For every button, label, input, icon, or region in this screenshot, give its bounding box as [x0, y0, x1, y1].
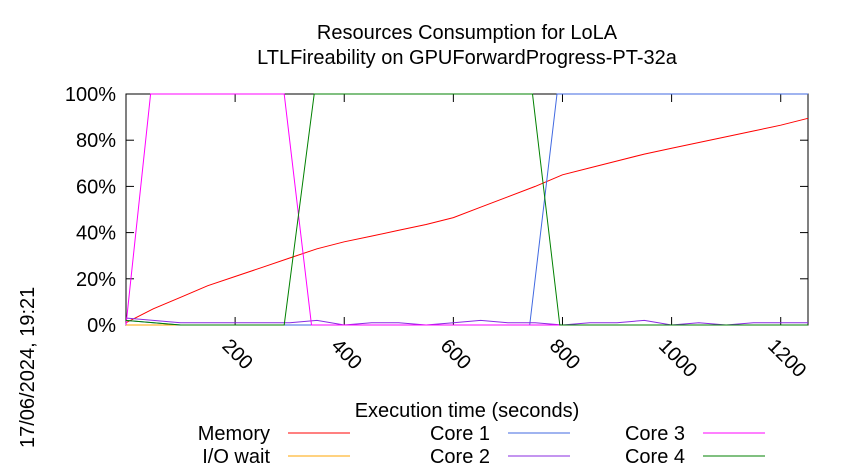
series-line-core-3 — [125, 93, 808, 326]
y-tick-label: 20% — [76, 269, 116, 291]
x-tick-label: 600 — [436, 335, 475, 374]
series-lines — [125, 93, 809, 326]
legend-label: Memory — [198, 423, 270, 445]
x-tick-label: 200 — [218, 335, 257, 374]
chart-title: Resources Consumption for LoLA — [317, 22, 618, 44]
series-line-core-1 — [125, 93, 808, 326]
plot-area — [125, 93, 809, 326]
legend-label: Core 1 — [430, 423, 490, 445]
x-tick-label: 1000 — [654, 335, 701, 382]
x-tick-label: 800 — [545, 335, 584, 374]
x-tick-label: 1200 — [763, 335, 810, 382]
x-tick-label: 400 — [327, 335, 366, 374]
legend-label: Core 2 — [430, 446, 490, 468]
series-line-memory — [125, 117, 809, 324]
legend-label: I/O wait — [202, 446, 270, 468]
y-tick-label: 100% — [65, 84, 116, 106]
series-line-core-4 — [125, 93, 808, 326]
series-line-core-2 — [125, 317, 808, 326]
timestamp: 17/06/2024, 19:21 — [17, 287, 39, 448]
legend-label: Core 3 — [625, 423, 685, 445]
axis-ticks: 0% 20% 40% 60% 80% 100% 200 400 600 800 1000 1200 — [65, 84, 810, 382]
y-tick-label: 0% — [87, 315, 116, 337]
x-axis-label: Execution time (seconds) — [355, 400, 580, 422]
legend-label: Core 4 — [625, 446, 685, 468]
y-tick-label: 80% — [76, 130, 116, 152]
y-tick-label: 60% — [76, 176, 116, 198]
chart-subtitle: LTLFireability on GPUForwardProgress-PT-… — [257, 47, 678, 69]
y-tick-label: 40% — [76, 223, 116, 245]
